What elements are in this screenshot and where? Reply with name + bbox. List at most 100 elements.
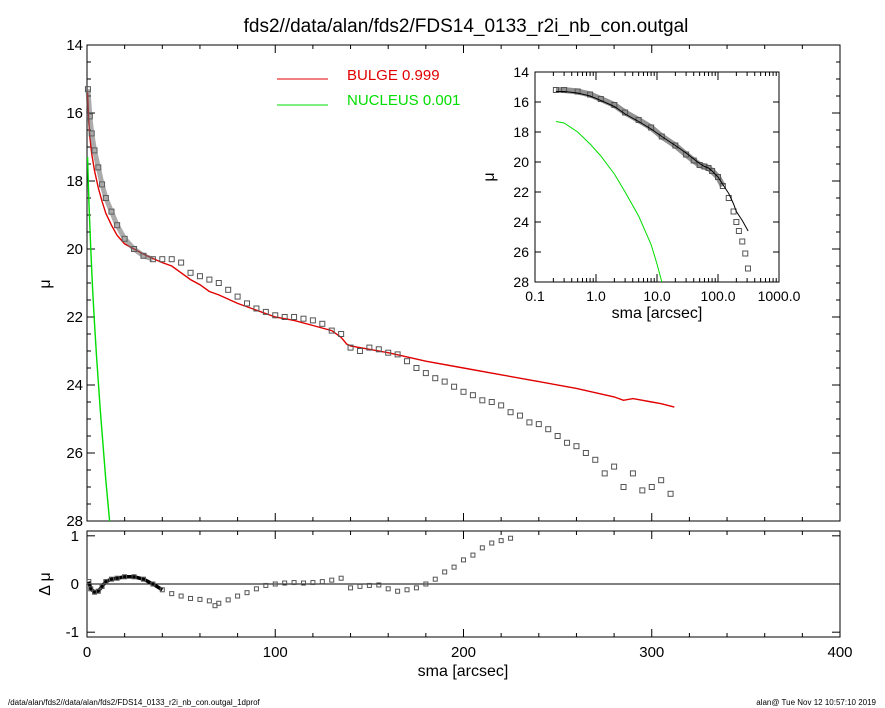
legend-bulge-label: BULGE 0.999 bbox=[347, 67, 440, 84]
inset-data-point bbox=[735, 228, 742, 234]
main-data-point bbox=[319, 320, 326, 327]
main-data-point bbox=[356, 348, 363, 354]
inset-nucleus-line bbox=[555, 121, 663, 283]
main-series-group bbox=[84, 86, 675, 522]
main-data-point bbox=[469, 392, 476, 399]
main-legend: BULGE 0.999 NUCLEUS 0.001 bbox=[277, 67, 460, 109]
main-data-point bbox=[479, 397, 486, 404]
footer-file-path: /data/alan/fds2//data/alan/fds2/FDS14_01… bbox=[8, 698, 261, 707]
main-y-tick-label: 18 bbox=[66, 173, 83, 190]
residual-point bbox=[206, 598, 212, 604]
main-y-ticks: 14 16 18 20 22 24 26 28 bbox=[66, 37, 841, 530]
residual-point bbox=[310, 580, 316, 586]
residual-panel: -101 0 100 200 300 400 Δ μ sma [arcsec] bbox=[37, 528, 853, 680]
main-data-point bbox=[441, 378, 448, 385]
footer-timestamp: alan@ Tue Nov 12 10:57:10 2019 bbox=[756, 698, 876, 707]
residual-point bbox=[235, 593, 241, 599]
main-y-tick-label: 28 bbox=[66, 513, 83, 530]
residual-point bbox=[329, 577, 335, 583]
main-data-point bbox=[554, 433, 561, 439]
inset-y-tick-label: 24 bbox=[513, 214, 529, 230]
main-data-point bbox=[564, 439, 571, 446]
residual-point bbox=[197, 596, 203, 602]
inset-x-tick-label: 1000.0 bbox=[758, 288, 801, 304]
residual-point bbox=[169, 591, 175, 597]
residual-point bbox=[88, 586, 94, 592]
main-data-point bbox=[234, 293, 241, 300]
residual-y-axis-label: Δ μ bbox=[37, 572, 54, 595]
main-data-point bbox=[422, 370, 429, 377]
main-data-point bbox=[404, 358, 411, 365]
inset-data-point bbox=[587, 91, 594, 98]
residual-point bbox=[461, 557, 466, 563]
main-data-point bbox=[639, 487, 646, 494]
main-data-point bbox=[300, 315, 307, 322]
inset-bulge-line bbox=[555, 91, 749, 232]
residual-point bbox=[413, 585, 419, 591]
residual-point bbox=[131, 574, 137, 580]
residual-x-tick-label: 400 bbox=[827, 644, 852, 661]
residual-x-tick-label: 300 bbox=[639, 644, 664, 661]
main-data-point bbox=[244, 300, 251, 307]
residual-y-tick-label: 0 bbox=[71, 576, 79, 593]
main-data-point bbox=[394, 351, 401, 358]
inset-data-point bbox=[561, 87, 568, 93]
inset-data-point bbox=[552, 87, 559, 93]
main-data-point bbox=[545, 426, 552, 433]
residual-point bbox=[114, 575, 120, 581]
main-data-point bbox=[526, 419, 533, 426]
main-data-point bbox=[187, 269, 194, 276]
main-y-tick-label: 26 bbox=[66, 445, 83, 462]
inset-data-point bbox=[744, 265, 751, 272]
inset-data-point bbox=[701, 163, 708, 170]
main-y-tick-label: 16 bbox=[66, 105, 83, 122]
residual-point bbox=[99, 583, 105, 589]
main-data-points bbox=[84, 86, 674, 497]
residual-point bbox=[385, 586, 391, 592]
residual-point bbox=[86, 579, 92, 585]
main-data-point bbox=[451, 383, 458, 390]
main-data-point bbox=[592, 456, 599, 463]
main-data-point bbox=[281, 314, 288, 320]
main-y-tick-label: 22 bbox=[66, 309, 83, 326]
main-data-point bbox=[225, 286, 232, 293]
residual-x-axis-label: sma [arcsec] bbox=[418, 663, 509, 680]
chart-title: fds2//data/alan/fds2/FDS14_0133_r2i_nb_c… bbox=[244, 16, 689, 37]
residual-point bbox=[272, 581, 278, 587]
main-data-point bbox=[620, 484, 627, 490]
residual-point bbox=[300, 580, 306, 586]
residual-point bbox=[470, 552, 476, 558]
inset-x-tick-label: 1.0 bbox=[586, 288, 606, 304]
inset-data-point bbox=[574, 88, 581, 95]
main-data-dense-band bbox=[85, 89, 154, 262]
main-data-point bbox=[460, 388, 467, 395]
residual-dense-band bbox=[87, 575, 164, 595]
inset-y-tick-label: 20 bbox=[513, 154, 529, 170]
residual-point bbox=[348, 585, 354, 591]
residual-series-group bbox=[86, 535, 514, 609]
residual-x-ticks: 0 100 200 300 400 bbox=[83, 531, 853, 661]
residual-x-tick-label: 0 bbox=[83, 644, 91, 661]
main-data-point bbox=[535, 421, 542, 428]
residual-point bbox=[108, 576, 114, 582]
residual-point bbox=[423, 581, 429, 587]
main-data-point bbox=[648, 484, 655, 490]
residual-y-tick-label: -1 bbox=[66, 624, 79, 641]
inset-panel: 14 16 18 20 22 24 26 28 0.1 1.0 10.0 100.0 1000.0 μ… bbox=[481, 64, 801, 322]
residual-y-tick-label: 1 bbox=[71, 528, 79, 545]
main-data-point bbox=[413, 365, 420, 371]
residual-point bbox=[282, 580, 288, 586]
legend-nucleus-label: NUCLEUS 0.001 bbox=[347, 92, 460, 109]
inset-x-ticks: 0.1 1.0 10.0 100.0 1000.0 bbox=[525, 72, 801, 304]
main-data-point bbox=[272, 312, 279, 319]
main-data-point bbox=[573, 443, 580, 450]
inset-data-point bbox=[719, 183, 726, 189]
inset-x-tick-label: 100.0 bbox=[700, 288, 735, 304]
residual-point bbox=[122, 574, 128, 580]
main-data-point bbox=[582, 450, 589, 456]
main-data-point bbox=[168, 256, 175, 263]
residual-y-ticks: -1 0 1 bbox=[66, 528, 840, 641]
inset-y-axis-label: μ bbox=[481, 172, 498, 181]
main-data-point bbox=[507, 409, 514, 416]
residual-point bbox=[319, 579, 325, 585]
